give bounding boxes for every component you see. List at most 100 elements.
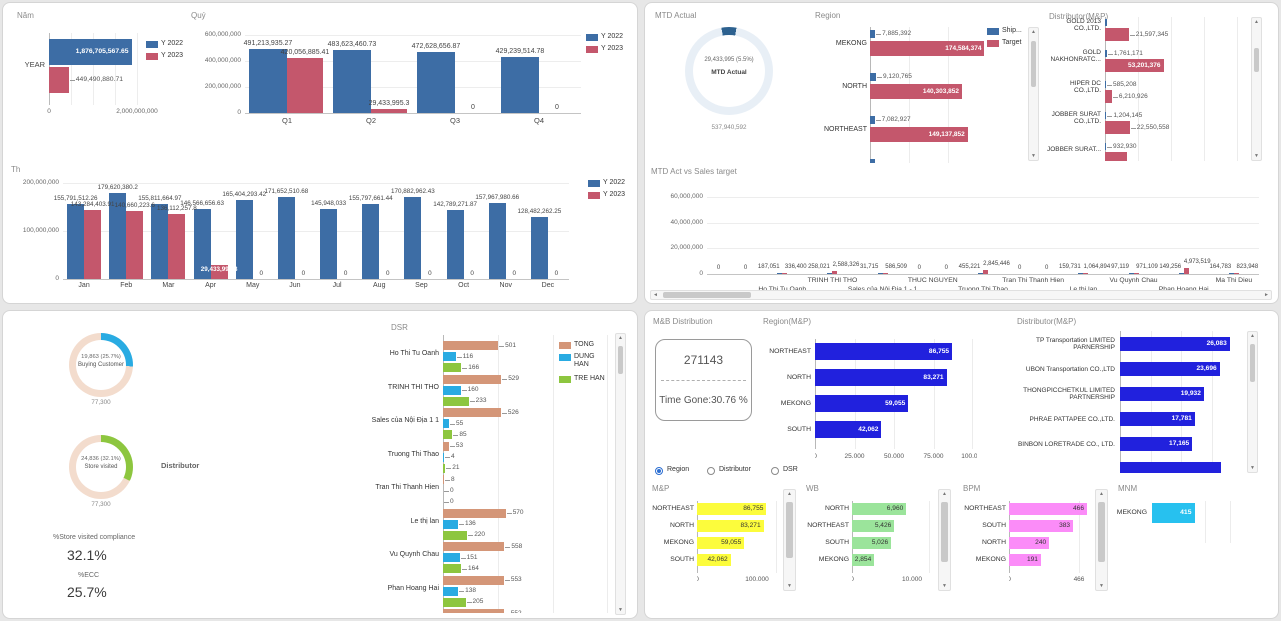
scroll-up-arrow-icon[interactable]: ▲ <box>618 335 623 341</box>
vertical-scrollbar[interactable]: ▲ ▼ <box>1095 489 1108 591</box>
bar[interactable] <box>697 520 764 532</box>
bar[interactable] <box>815 395 909 412</box>
bar[interactable] <box>333 50 371 113</box>
vertical-scrollbar[interactable]: ▲ ▼ <box>1028 27 1039 161</box>
bar[interactable] <box>443 430 453 439</box>
scroll-up-arrow-icon[interactable]: ▲ <box>787 491 792 497</box>
bar[interactable] <box>1120 387 1204 401</box>
bar[interactable] <box>417 51 455 113</box>
bar[interactable] <box>870 30 876 38</box>
bar[interactable] <box>1120 362 1220 376</box>
scroll-down-arrow-icon[interactable]: ▼ <box>1250 465 1255 471</box>
bar[interactable] <box>1009 554 1041 566</box>
bar[interactable] <box>1105 112 1107 119</box>
legend-item[interactable]: Y 2023 <box>146 52 198 62</box>
legend-item[interactable]: Target <box>987 39 1039 49</box>
scroll-down-arrow-icon[interactable]: ▼ <box>942 583 947 589</box>
bar[interactable] <box>277 196 295 279</box>
bar[interactable] <box>443 374 502 384</box>
legend-item[interactable]: TRE HAN <box>559 375 611 385</box>
bar[interactable] <box>1105 50 1107 57</box>
bar[interactable] <box>870 116 875 124</box>
buying-customer-donut[interactable]: 19,863 (25.7%) Buying Customer <box>69 333 133 397</box>
vertical-scrollbar[interactable]: ▲ ▼ <box>1247 331 1258 473</box>
bar[interactable] <box>443 575 504 585</box>
scroll-down-arrow-icon[interactable]: ▼ <box>1031 153 1036 159</box>
bar[interactable] <box>168 213 186 279</box>
bar[interactable] <box>1120 462 1221 473</box>
bar[interactable] <box>852 520 895 532</box>
bar[interactable] <box>443 586 459 596</box>
scroll-thumb[interactable] <box>941 502 948 562</box>
bar[interactable] <box>1105 143 1107 150</box>
bar[interactable] <box>1233 272 1239 274</box>
vertical-scrollbar[interactable]: ▲ ▼ <box>783 489 796 591</box>
bar[interactable] <box>852 554 875 566</box>
scroll-down-arrow-icon[interactable]: ▼ <box>618 607 623 613</box>
bar[interactable] <box>443 553 460 562</box>
bar[interactable] <box>1120 337 1230 351</box>
bar[interactable] <box>404 196 422 279</box>
bar[interactable] <box>697 537 745 549</box>
legend-item[interactable]: Y 2022 <box>588 179 637 189</box>
bar[interactable] <box>827 273 833 274</box>
bar[interactable] <box>235 199 253 279</box>
bar[interactable] <box>1228 273 1234 274</box>
bar[interactable] <box>1083 272 1089 274</box>
bar[interactable] <box>67 204 85 279</box>
scroll-down-arrow-icon[interactable]: ▼ <box>787 583 792 589</box>
legend-item[interactable]: TONG <box>559 341 611 351</box>
bar[interactable] <box>443 597 466 607</box>
bar[interactable] <box>443 441 449 451</box>
bar[interactable] <box>443 363 462 372</box>
bar[interactable] <box>49 67 69 93</box>
bar[interactable] <box>1128 273 1134 274</box>
scroll-thumb[interactable] <box>618 346 623 374</box>
bar[interactable] <box>1133 272 1139 274</box>
bar[interactable] <box>815 421 882 438</box>
bar[interactable] <box>443 419 450 428</box>
bar[interactable] <box>443 519 458 529</box>
horizontal-scrollbar[interactable]: ◄ ► <box>650 290 1272 300</box>
store-visited-donut[interactable]: 24,836 (32.1%) Store visited <box>69 435 133 499</box>
bar[interactable] <box>1105 81 1106 88</box>
bar[interactable] <box>443 385 461 395</box>
bar[interactable] <box>126 211 144 279</box>
bar[interactable] <box>1009 503 1087 515</box>
bar[interactable] <box>852 503 907 515</box>
bar[interactable] <box>782 273 788 274</box>
scroll-thumb[interactable] <box>1250 344 1255 382</box>
scroll-up-arrow-icon[interactable]: ▲ <box>1254 19 1259 25</box>
bar[interactable] <box>443 475 444 484</box>
scroll-down-arrow-icon[interactable]: ▼ <box>1099 583 1104 589</box>
bar[interactable] <box>1009 520 1074 532</box>
bar[interactable] <box>1078 273 1084 274</box>
bar[interactable] <box>488 203 506 279</box>
bar[interactable] <box>151 204 169 279</box>
legend-item[interactable]: Y 2023 <box>588 191 637 201</box>
mtd-actual-donut[interactable]: 29,433,995 (5.5%) MTD Actual <box>685 27 773 115</box>
scroll-down-arrow-icon[interactable]: ▼ <box>1254 153 1259 159</box>
scroll-thumb[interactable] <box>1254 48 1259 72</box>
bar[interactable] <box>983 270 988 274</box>
bar[interactable] <box>1178 273 1184 274</box>
scroll-thumb[interactable] <box>1098 502 1105 562</box>
bar[interactable] <box>1152 503 1195 523</box>
bar[interactable] <box>443 352 456 361</box>
bar[interactable] <box>870 73 876 81</box>
legend-item[interactable]: Y 2022 <box>586 33 637 43</box>
bar[interactable] <box>870 159 876 163</box>
scroll-up-arrow-icon[interactable]: ▲ <box>1099 491 1104 497</box>
bar[interactable] <box>443 530 468 540</box>
bar[interactable] <box>870 127 968 142</box>
bar[interactable] <box>443 408 501 417</box>
bar[interactable] <box>443 396 469 406</box>
bar[interactable] <box>362 204 380 279</box>
bar[interactable] <box>1105 28 1129 41</box>
bar[interactable] <box>443 609 504 613</box>
bar[interactable] <box>443 341 499 350</box>
bar[interactable] <box>446 210 464 279</box>
bar[interactable] <box>870 84 962 99</box>
bar[interactable] <box>320 208 338 279</box>
bar[interactable] <box>443 452 444 462</box>
